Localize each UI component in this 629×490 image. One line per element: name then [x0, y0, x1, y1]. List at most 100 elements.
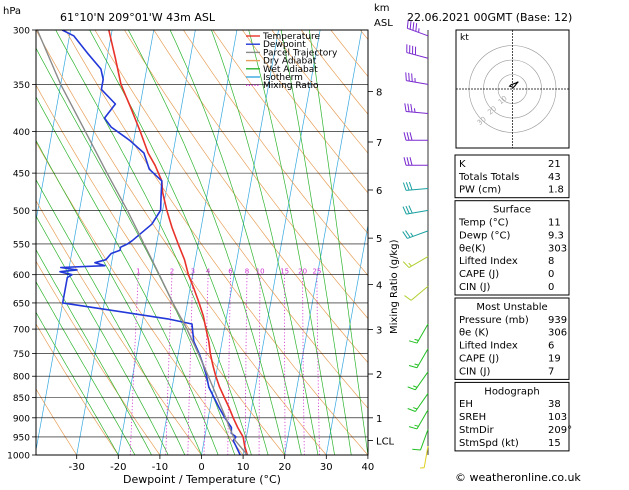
copyright: © weatheronline.co.uk [455, 471, 581, 484]
wind-barb [407, 44, 428, 58]
wind-barb-staff [407, 28, 428, 36]
wind-barb [403, 182, 428, 190]
mixing-ratio-label: 25 [312, 268, 321, 276]
surface-label: Temp (°C) [458, 218, 509, 229]
temperature-tick-label: 30 [320, 462, 333, 473]
wind-barb-flag [412, 449, 420, 450]
pressure-tick-label: 900 [13, 414, 30, 424]
hodograph-table-value: 103 [548, 412, 567, 423]
wind-barb-staff [406, 112, 428, 114]
most-unstable-title: Most Unstable [476, 302, 547, 313]
wind-barb-half [413, 386, 417, 387]
wind-barb-flag [416, 23, 417, 31]
wind-barb-staff [406, 188, 428, 190]
dry-adiabat-line [124, 30, 451, 455]
mixing-ratio-label: 6 [228, 268, 233, 276]
wet-adiabat-line [249, 30, 335, 455]
wind-barb [406, 72, 428, 84]
pressure-tick-label: 400 [13, 128, 30, 138]
surface-value: 0 [548, 282, 554, 293]
most-unstable-value: 7 [548, 366, 554, 377]
temperature-tick-label: -30 [69, 462, 85, 473]
indices-value: 21 [548, 159, 561, 170]
most-unstable-label: Pressure (mb) [459, 315, 529, 326]
isotherm-line [243, 30, 320, 455]
dry-adiabat-line [36, 30, 326, 455]
pressure-tick-label: 750 [13, 350, 30, 360]
isotherm-line [285, 30, 362, 455]
wind-barb-flag [407, 132, 409, 140]
wind-barb-staff [406, 81, 428, 85]
wind-barb [412, 429, 428, 450]
mixing-ratio-label: 2 [170, 268, 174, 276]
height-tick-label: LCL [376, 437, 395, 448]
temperature-tick-label: 20 [278, 462, 291, 473]
wind-barb [403, 206, 428, 215]
wind-barb-staff [406, 210, 428, 214]
wind-barb-flag [404, 132, 406, 140]
height-tick-label: 2 [376, 370, 382, 381]
wind-barb [408, 372, 428, 390]
mixing-ratio-line [245, 275, 247, 455]
wind-barb-flag [407, 157, 409, 165]
mixing-ratio-line [188, 275, 193, 455]
wind-barb-flag [406, 206, 409, 214]
most-unstable-value: 6 [548, 341, 554, 352]
wind-barb-flag [409, 206, 412, 214]
hpa-unit-label: hPa [3, 6, 21, 17]
pressure-tick-label: 300 [13, 27, 30, 37]
mixing-ratio-label: 4 [206, 268, 211, 276]
hodograph-table-value: 38 [548, 399, 561, 410]
wind-barb-flag [404, 157, 406, 165]
wind-barb-flag [409, 73, 410, 81]
datetime-title: 22.06.2021 00GMT (Base: 12) [407, 11, 572, 24]
temperature-tick-label: 10 [237, 462, 250, 473]
pressure-tick-label: 500 [13, 207, 30, 217]
wind-barb-flag [403, 183, 406, 191]
wind-barb-flag [411, 104, 412, 112]
isotherm-line [35, 30, 112, 455]
temperature-tick-label: -10 [152, 462, 168, 473]
pressure-tick-label: 850 [13, 394, 30, 404]
wind-barb-staff [409, 257, 428, 268]
height-tick-label: 8 [376, 87, 382, 98]
indices-label: Totals Totals [458, 172, 519, 183]
wind-barb-half [415, 425, 419, 426]
height-tick-label: 7 [376, 138, 382, 149]
wind-barb [404, 157, 428, 165]
hodograph-table-value: 209° [548, 425, 572, 436]
wind-barb-flag [405, 103, 406, 111]
legend-label: Mixing Ratio [263, 81, 319, 91]
pressure-tick-label: 950 [13, 433, 30, 443]
temperature-tick-label: 40 [362, 462, 375, 473]
surface-label: θe(K) [459, 243, 486, 254]
dry-adiabat-line [272, 30, 629, 455]
hodograph-table-value: 15 [548, 438, 561, 449]
wind-barb [404, 132, 428, 140]
isotherm-line [160, 30, 237, 455]
wind-barb [403, 231, 428, 239]
wind-barb-flag [406, 182, 409, 190]
mixing-ratio-label: 15 [280, 268, 289, 276]
wind-barb-flag [408, 104, 409, 112]
most-unstable-label: Lifted Index [459, 341, 518, 352]
surface-label: Lifted Index [459, 256, 518, 267]
pressure-tick-label: 1000 [7, 452, 30, 462]
hodograph-table-title: Hodograph [484, 386, 539, 397]
mixing-ratio-label: 8 [245, 268, 249, 276]
wind-barbs [403, 20, 428, 468]
temperature-tick-label: 0 [198, 462, 204, 473]
wind-barb [405, 103, 428, 113]
wind-barb-flag [410, 132, 412, 140]
most-unstable-label: CIN (J) [459, 366, 490, 377]
wind-barb-staff [411, 286, 428, 300]
wind-barb-staff [417, 410, 428, 429]
wind-barb-half [411, 233, 413, 236]
wind-barb [409, 324, 428, 343]
height-tick-label: 3 [376, 326, 382, 337]
most-unstable-label: θe (K) [459, 328, 489, 339]
indices-label: K [459, 159, 466, 170]
pressure-tick-label: 600 [13, 271, 30, 281]
isotherm-lines [0, 30, 487, 455]
